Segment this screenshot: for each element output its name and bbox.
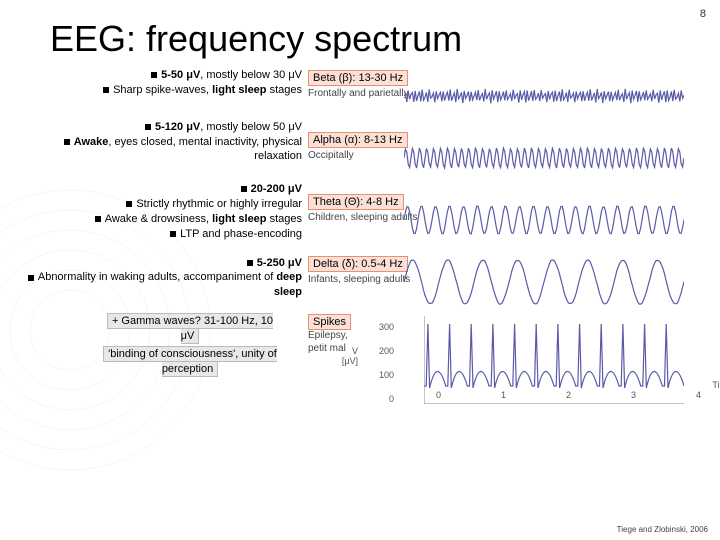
theta-description: 20-200 μV Strictly rhythmic or highly ir… bbox=[18, 182, 302, 241]
citation: Tiege and Zlobinski, 2006 bbox=[617, 525, 708, 534]
waveforms-column: Beta (β): 13-30 HzFrontally and parietal… bbox=[308, 68, 688, 408]
wave-row-1: Alpha (α): 8-13 HzOccipitally bbox=[308, 130, 688, 186]
alpha-description: 5-120 μV, mostly below 50 μV Awake, eyes… bbox=[18, 120, 302, 165]
band-name-3: Delta (δ): 0.5-4 Hz bbox=[308, 256, 408, 272]
page-number: 8 bbox=[700, 8, 706, 20]
content-region: 5-50 μV, mostly below 30 μV Sharp spike-… bbox=[0, 68, 720, 408]
delta-description: 5-250 μV Abnormality in waking adults, a… bbox=[18, 256, 302, 301]
page-title: EEG: frequency spectrum bbox=[0, 0, 720, 68]
waveform-0 bbox=[404, 68, 684, 124]
band-name-0: Beta (β): 13-30 Hz bbox=[308, 70, 408, 86]
wave-row-2: Theta (Θ): 4-8 HzChildren, sleeping adul… bbox=[308, 192, 688, 248]
gamma-description: + Gamma waves? 31-100 Hz, 10 μV 'binding… bbox=[18, 314, 302, 376]
band-name-1: Alpha (α): 8-13 Hz bbox=[308, 132, 408, 148]
waveform-2 bbox=[404, 192, 684, 248]
waveform-1 bbox=[404, 130, 684, 186]
wave-row-0: Beta (β): 13-30 HzFrontally and parietal… bbox=[308, 68, 688, 124]
spikes-label: Spikes bbox=[308, 314, 351, 330]
descriptions-column: 5-50 μV, mostly below 30 μV Sharp spike-… bbox=[18, 68, 308, 408]
wave-row-3: Delta (δ): 0.5-4 HzInfants, sleeping adu… bbox=[308, 254, 688, 310]
beta-description: 5-50 μV, mostly below 30 μV Sharp spike-… bbox=[18, 68, 302, 98]
spikes-waveform bbox=[424, 316, 684, 404]
band-name-2: Theta (Θ): 4-8 Hz bbox=[308, 194, 404, 210]
waveform-3 bbox=[404, 254, 684, 310]
